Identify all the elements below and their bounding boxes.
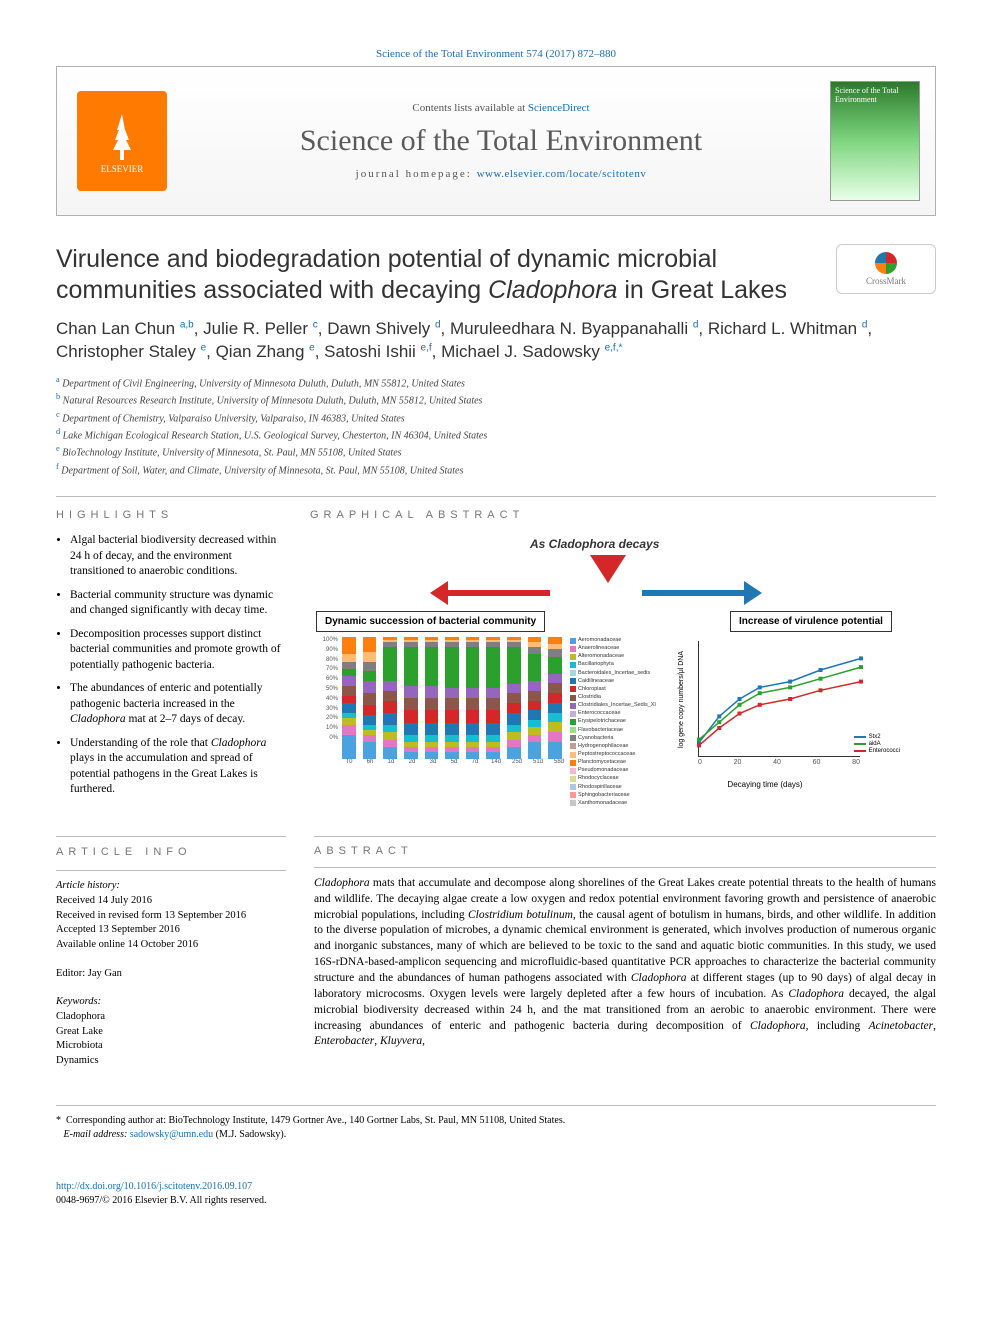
keywords: Keywords: Cladophora Great Lake Microbiota… [56,995,286,1068]
ga-stacked-legend: AeromonadaceaeAnaerolineaceaeAlteromonad… [570,637,660,808]
ga-left-box-label: Dynamic succession of bacterial communit… [316,611,545,632]
corr-email-name: (M.J. Sadowsky). [213,1129,286,1140]
ga-line-plot [698,641,860,757]
corr-email-label: E-mail address: [64,1129,130,1140]
corr-text: Corresponding author at: BioTechnology I… [66,1115,565,1126]
history-label: Article history: [56,880,120,891]
corr-email-link[interactable]: sadowsky@umn.edu [130,1129,213,1140]
stacked-bar [425,637,439,759]
stacked-bar [445,637,459,759]
journal-header: ELSEVIER Contents lists available at Sci… [56,66,936,216]
publisher-logo: ELSEVIER [57,67,187,215]
divider [314,867,936,868]
editor: Editor: Jay Gan [56,967,286,982]
ga-line-yaxis-label: log gene copy numbers/μl DNA [670,641,694,757]
issn-line: 0048-9697/© 2016 Elsevier B.V. All right… [56,1195,266,1206]
affiliation: b Natural Resources Research Institute, … [56,391,936,408]
authors: Chan Lan Chun a,b, Julie R. Peller c, Da… [56,317,936,365]
contents-line: Contents lists available at ScienceDirec… [412,102,589,114]
stacked-bar [363,637,377,759]
article-title: Virulence and biodegradation potential o… [56,244,820,307]
ga-title: As Cladophora decays [530,537,659,551]
affiliations: a Department of Civil Engineering, Unive… [56,374,936,478]
history-line: Accepted 13 September 2016 [56,924,180,935]
article-info-heading: ARTICLE INFO [56,845,286,860]
history-line: Received 14 July 2016 [56,895,152,906]
abstract-text: Cladophora mats that accumulate and deco… [314,876,936,1050]
journal-name: Science of the Total Environment [300,124,702,158]
stacked-bar [383,637,397,759]
ga-arrow-down-icon [590,555,626,583]
highlight-item: Algal bacterial biodiversity decreased w… [70,533,286,580]
doi-block: http://dx.doi.org/10.1016/j.scitotenv.20… [56,1180,936,1208]
title-post: in Great Lakes [617,276,787,304]
journal-cover: Science of the Total Environment [815,67,935,215]
affiliation: f Department of Soil, Water, and Climate… [56,461,936,478]
editor-label: Editor: [56,968,88,979]
affiliation: e BioTechnology Institute, University of… [56,443,936,460]
stacked-bar [404,637,418,759]
crossmark-icon [875,252,897,274]
abstract-heading: ABSTRACT [314,845,936,857]
corresponding-author: * Corresponding author at: BioTechnology… [56,1114,936,1142]
ga-line-xaxis: 020406080 [698,759,860,777]
homepage-prefix: journal homepage: [356,168,477,180]
highlight-item: Decomposition processes support distinct… [70,627,286,674]
ga-right-box-label: Increase of virulence potential [730,611,892,632]
ga-arrow-right-icon [642,581,762,605]
homepage-line: journal homepage: www.elsevier.com/locat… [356,168,647,180]
sciencedirect-link[interactable]: ScienceDirect [528,102,590,114]
stacked-bar [466,637,480,759]
cover-label: Science of the Total Environment [835,86,899,104]
stacked-bar [548,637,562,759]
ga-arrow-left-icon [430,581,550,605]
divider [314,836,936,837]
title-italic: Cladophora [488,276,617,304]
keyword: Microbiota [56,1040,103,1051]
ga-line-chart: log gene copy numbers/μl DNA 020406080 D… [670,637,900,777]
keyword: Dynamics [56,1055,99,1066]
cover-thumb-icon: Science of the Total Environment [830,81,920,201]
stacked-bar [342,637,356,759]
elsevier-logo-icon: ELSEVIER [77,91,167,191]
contents-prefix: Contents lists available at [412,102,527,114]
ga-stacked-chart: 100%90%80%70%60%50%40%30%20%10%0% T06h1d… [316,637,566,777]
stacked-bar [507,637,521,759]
highlight-item: The abundances of enteric and potentiall… [70,681,286,728]
ga-stacked-yaxis: 100%90%80%70%60%50%40%30%20%10%0% [316,637,338,741]
history-line: Received in revised form 13 September 20… [56,910,246,921]
top-citation: Science of the Total Environment 574 (20… [56,48,936,60]
keyword: Great Lake [56,1026,103,1037]
editor-name: Jay Gan [88,968,122,979]
keywords-label: Keywords: [56,996,101,1007]
doi-link[interactable]: http://dx.doi.org/10.1016/j.scitotenv.20… [56,1181,252,1192]
divider [56,1105,936,1106]
stacked-bar [528,637,542,759]
ga-line-xlabel: Decaying time (days) [670,780,860,789]
divider [56,836,286,837]
keyword: Cladophora [56,1011,105,1022]
affiliation: a Department of Civil Engineering, Unive… [56,374,936,391]
graphical-abstract-heading: GRAPHICAL ABSTRACT [310,509,936,521]
highlights-heading: HIGHLIGHTS [56,509,286,521]
ga-stacked-xaxis: T06h1d2d3d5d7d14d25d51d58d [316,759,566,777]
graphical-abstract: As Cladophora decays Dynamic succession … [310,533,936,793]
highlight-item: Bacterial community structure was dynami… [70,588,286,619]
highlight-item: Understanding of the role that Cladophor… [70,736,286,798]
history-line: Available online 14 October 2016 [56,939,198,950]
journal-homepage-link[interactable]: www.elsevier.com/locate/scitotenv [477,168,647,180]
affiliation: c Department of Chemistry, Valparaiso Un… [56,409,936,426]
elsevier-tree-icon [97,108,147,164]
crossmark-badge[interactable]: CrossMark [836,244,936,294]
crossmark-label: CrossMark [866,276,906,286]
highlights-list: Algal bacterial biodiversity decreased w… [56,533,286,798]
corr-star: * [56,1115,61,1126]
stacked-bar [486,637,500,759]
ga-line-legend: Stx2aidAEnterococci [854,734,900,755]
divider [56,496,936,497]
article-history: Article history: Received 14 July 2016 Re… [56,879,286,952]
divider [56,870,286,871]
affiliation: d Lake Michigan Ecological Research Stat… [56,426,936,443]
